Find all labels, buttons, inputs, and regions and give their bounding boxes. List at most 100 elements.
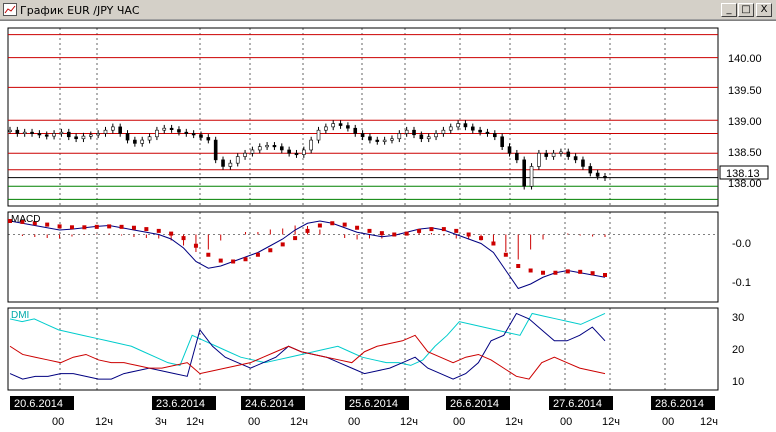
macd-signal-point — [255, 252, 260, 257]
candle-body — [397, 133, 402, 140]
candle-body — [155, 129, 159, 138]
hour-label: 00 — [52, 416, 64, 428]
candle-body — [404, 129, 409, 134]
candle-body — [441, 129, 446, 134]
candle-body — [8, 129, 12, 132]
candle-body — [52, 133, 56, 137]
macd-signal-point — [590, 271, 595, 276]
macd-signal-point — [94, 224, 99, 229]
hour-label: 12ч — [290, 416, 308, 428]
date-box — [241, 396, 305, 410]
macd-signal-point — [8, 219, 12, 223]
macd-signal-point — [45, 222, 50, 227]
dmi-tick: 30 — [732, 312, 744, 324]
candle-body — [537, 152, 541, 167]
macd-signal-point — [144, 227, 149, 232]
candle-body — [500, 136, 504, 147]
date-label: 23.6.2014 — [156, 398, 205, 410]
date-label: 26.6.2014 — [450, 398, 499, 410]
date-box — [10, 396, 74, 410]
macd-signal-point — [565, 269, 570, 274]
macd-signal-point — [342, 222, 347, 227]
candle-body — [544, 152, 549, 157]
macd-signal-point — [528, 268, 533, 273]
macd-signal-point — [82, 225, 87, 230]
candle-body — [206, 137, 211, 141]
candle-body — [59, 131, 64, 134]
dmi-tick: 10 — [732, 376, 744, 388]
macd-signal-point — [578, 269, 583, 274]
hour-label: 12ч — [505, 416, 523, 428]
candle-body — [243, 152, 247, 157]
candle-body — [419, 134, 424, 140]
macd-signal-point — [32, 221, 37, 226]
date-label: 24.6.2014 — [245, 398, 294, 410]
candle-body — [235, 156, 240, 164]
candle-body — [595, 172, 600, 177]
candle-body — [199, 134, 203, 138]
candle-body — [485, 131, 490, 134]
candle-body — [375, 139, 380, 142]
macd-signal-point — [206, 252, 211, 257]
maximize-button[interactable]: □ — [738, 3, 754, 17]
macd-panel-frame — [7, 211, 719, 303]
candle-body — [478, 129, 482, 133]
candle-body — [272, 145, 277, 148]
macd-signal-point — [503, 252, 508, 257]
candle-body — [522, 159, 526, 187]
macd-signal-point — [404, 231, 409, 236]
hour-label: 12ч — [400, 416, 418, 428]
price-tick: 138.50 — [728, 147, 762, 159]
hour-label: 12ч — [95, 416, 113, 428]
minimize-button[interactable]: _ — [721, 3, 737, 17]
window-title: График EUR /JPY ЧАС — [20, 4, 140, 17]
macd-signal-point — [280, 242, 285, 247]
candle-body — [309, 139, 313, 151]
candle-body — [294, 152, 299, 156]
date-box — [446, 396, 510, 410]
macd-signal-point — [131, 225, 136, 230]
macd-signal-point — [317, 223, 322, 228]
candle-body — [177, 129, 181, 133]
candle-body — [147, 136, 152, 141]
candle-body — [37, 133, 42, 136]
macd-signal-point — [355, 225, 360, 230]
price-tick: 140.00 — [728, 53, 762, 65]
candle-body — [551, 152, 556, 157]
current-price-box — [719, 165, 769, 180]
candle-body — [566, 151, 571, 157]
macd-signal-point — [603, 273, 607, 277]
hour-label: 00 — [453, 416, 465, 428]
macd-label: MACD — [11, 214, 40, 225]
candle-body — [111, 126, 115, 131]
chart-svg: 140.00 139.50 139.00 138.50 138.00 138.1… — [7, 27, 769, 428]
price-panel-frame — [7, 27, 719, 207]
macd-series — [8, 219, 718, 290]
candle-body — [302, 149, 306, 155]
candle-body — [573, 156, 578, 161]
candle-body — [89, 134, 93, 137]
hour-label: 12ч — [602, 416, 620, 428]
date-label: 27.6.2014 — [553, 398, 602, 410]
date-label: 20.6.2014 — [14, 398, 63, 410]
candle-body — [368, 136, 372, 141]
dmi-minus-di-line — [9, 334, 606, 380]
candle-body — [125, 133, 130, 141]
candle-body — [169, 127, 174, 131]
close-button[interactable]: X — [756, 3, 772, 17]
macd-signal-point — [541, 270, 546, 275]
candle-body — [316, 129, 321, 141]
candle-body — [184, 131, 189, 134]
chart-window-icon — [3, 3, 17, 16]
candle-body — [382, 139, 387, 142]
candle-body — [213, 139, 218, 161]
macd-signal-point — [20, 219, 25, 224]
price-tick: 138.00 — [728, 178, 762, 190]
candle-body — [515, 152, 519, 161]
macd-signal-point — [417, 228, 422, 233]
candle-body — [81, 135, 86, 140]
price-candles — [8, 120, 607, 190]
candle-body — [559, 151, 563, 154]
date-axis: 20.6.2014 23.6.2014 24.6.2014 25.6.2014 26.6… — [10, 396, 715, 410]
hour-label: 00 — [662, 416, 674, 428]
